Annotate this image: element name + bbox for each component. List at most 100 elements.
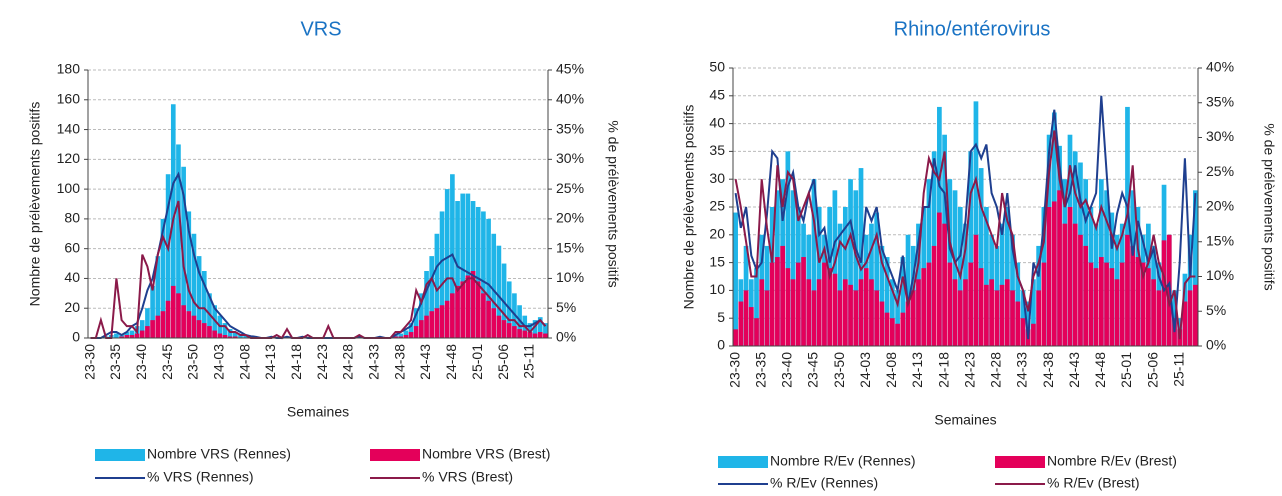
- bar: [999, 284, 1005, 346]
- y-tick-label: 160: [57, 90, 81, 106]
- y2-tick-label: 5%: [556, 299, 576, 315]
- bar: [501, 320, 507, 338]
- legend-label: Nombre R/Ev (Rennes): [770, 453, 916, 469]
- bar: [978, 168, 984, 346]
- bar: [1078, 234, 1083, 346]
- bar: [973, 234, 979, 346]
- y2-tick-label: 40%: [556, 90, 584, 106]
- bar: [1104, 262, 1109, 346]
- bar: [806, 279, 812, 346]
- y-tick-label: 35: [709, 142, 725, 158]
- y-tick-label: 40: [64, 269, 80, 285]
- bar: [408, 332, 414, 338]
- bar: [429, 311, 435, 338]
- bar: [439, 211, 445, 338]
- x-tick-label: 24-03: [211, 344, 227, 380]
- bar: [119, 336, 124, 338]
- x-tick-label: 24-48: [1092, 352, 1108, 388]
- bar: [738, 301, 744, 346]
- y2-tick-label: 35%: [556, 120, 584, 136]
- bar: [1057, 190, 1062, 346]
- y2-tick-label: 25%: [556, 180, 584, 196]
- x-tick-label: 23-50: [831, 352, 847, 388]
- bar: [1004, 207, 1010, 346]
- bar: [398, 333, 404, 338]
- bar: [816, 207, 822, 346]
- y2-axis-label: % de prélèvements positifs: [605, 120, 621, 287]
- bar: [879, 245, 885, 346]
- bar: [232, 332, 238, 338]
- bar: [1125, 106, 1130, 346]
- bar: [1036, 290, 1041, 346]
- bar: [419, 293, 424, 338]
- x-tick-label: 25-01: [469, 344, 485, 380]
- x-tick-label: 24-08: [883, 352, 899, 388]
- y2-tick-label: 5%: [1206, 302, 1226, 318]
- bar: [1020, 318, 1026, 346]
- bar: [532, 333, 538, 338]
- x-tick-label: 24-18: [935, 352, 951, 388]
- bar: [439, 305, 445, 338]
- bar: [403, 335, 409, 338]
- bar: [475, 206, 481, 338]
- bar: [165, 300, 171, 338]
- x-tick-label: 24-23: [961, 352, 977, 388]
- bar: [853, 190, 859, 346]
- bar: [978, 268, 984, 346]
- bar: [491, 308, 497, 338]
- bar: [470, 201, 476, 338]
- bar: [973, 101, 979, 346]
- line: [734, 130, 1196, 340]
- bar: [222, 323, 228, 338]
- line: [734, 95, 1197, 340]
- bar: [1193, 284, 1198, 346]
- x-tick-label: 24-08: [236, 344, 252, 380]
- y-tick-label: 10: [709, 281, 725, 297]
- bar: [496, 315, 502, 338]
- bar: [921, 268, 927, 346]
- bar: [491, 233, 497, 338]
- legend-label: % VRS (Rennes): [147, 469, 254, 485]
- bar: [1010, 290, 1015, 346]
- bar: [748, 307, 754, 346]
- bar: [832, 273, 838, 346]
- bar: [227, 329, 233, 338]
- bar: [952, 190, 958, 346]
- x-axis-label: Semaines: [287, 404, 349, 420]
- bar: [181, 305, 186, 338]
- bar: [947, 262, 953, 346]
- y-tick-label: 20: [64, 299, 80, 315]
- y2-tick-label: 0%: [1206, 337, 1226, 353]
- bar: [470, 271, 476, 338]
- bar: [848, 179, 853, 346]
- x-tick-label: 23-45: [805, 352, 821, 388]
- x-tick-label: 24-13: [262, 344, 278, 380]
- bar: [212, 330, 217, 338]
- legend-swatch: [718, 456, 768, 468]
- y-tick-label: 0: [717, 337, 725, 353]
- bar: [780, 245, 785, 346]
- bar: [134, 333, 140, 338]
- bar: [408, 323, 414, 338]
- bar: [1182, 301, 1188, 346]
- y2-tick-label: 35%: [1206, 93, 1234, 109]
- bar: [145, 308, 150, 338]
- x-tick-label: 24-18: [288, 344, 304, 380]
- bar: [795, 262, 801, 346]
- x-tick-label: 24-28: [988, 352, 1004, 388]
- bar: [196, 256, 202, 338]
- bar: [811, 290, 817, 346]
- x-tick-label: 24-38: [391, 344, 407, 380]
- y2-tick-label: 25%: [1206, 163, 1234, 179]
- bar: [989, 279, 994, 346]
- bar: [853, 290, 859, 346]
- bar: [842, 279, 848, 346]
- bar: [543, 333, 548, 338]
- x-tick-label: 23-40: [779, 352, 795, 388]
- bar: [444, 300, 450, 338]
- bar: [916, 279, 921, 346]
- y2-tick-label: 15%: [1206, 232, 1234, 248]
- bar: [874, 290, 880, 346]
- x-tick-label: 23-50: [185, 344, 201, 380]
- y-tick-label: 25: [709, 198, 725, 214]
